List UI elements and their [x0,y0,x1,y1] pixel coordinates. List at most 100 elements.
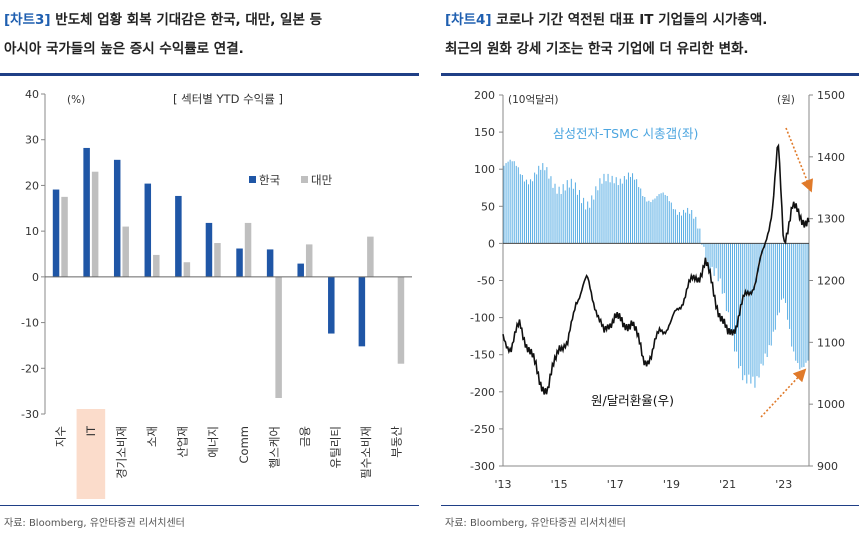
right-tick-label: 1200 [817,275,845,288]
gap-bar [581,203,583,244]
gap-bar [599,178,601,244]
gap-bar [550,176,552,244]
right-tick-label: 1400 [817,151,845,164]
gap-bar [519,174,521,244]
gap-bar [613,183,615,244]
left-caption-line2: 아시아 국가들의 높은 증시 수익률로 연결. [4,41,244,57]
gap-bar [803,243,805,367]
gap-bar [711,243,713,267]
gap-bar [560,194,562,244]
gap-bar [642,196,644,244]
category-label: Comm [237,426,251,463]
gap-bar [807,243,809,361]
gap-bar [697,228,699,244]
left-tick-label: 150 [474,126,495,139]
bar-taiwan-5 [214,243,221,277]
left-tick-label: -150 [470,349,495,362]
gap-bar [793,243,795,352]
gap-bar [583,197,585,244]
gap-bar [797,243,799,364]
gap-bar [734,243,736,352]
left-caption-line1: 반도체 업황 회복 기대감은 한국, 대만, 일본 등 [50,12,322,28]
gap-bar [658,194,660,244]
gap-bar [574,182,576,244]
gap-bar [772,243,774,332]
x-tick-label: '15 [551,478,568,491]
x-tick-label: '19 [663,478,680,491]
gap-bar [742,243,744,381]
bar-taiwan-10 [367,236,374,277]
gap-bar [615,177,617,244]
y-tick-label: -20 [21,362,39,375]
gap-bar [707,243,709,263]
gap-bar [782,243,785,299]
sector-ytd-bar-chart: 40 30 20 10 0 -10 -20 -30 (%) [ 섹터별 YTD 수익률 ] 지수 IT… [21,88,412,499]
gap-bar [664,194,666,244]
gap-bar [515,165,517,244]
right-bottom-rule [441,505,859,506]
right-caption-line1: 코로나 기간 역전된 대표 IT 기업들의 시가총액. [491,12,768,28]
right-tick-label: 1300 [817,213,845,226]
left-tick-label: 50 [481,200,495,213]
y-tick-label: 30 [25,134,39,147]
gap-bar [778,243,780,313]
gap-bar [758,243,760,378]
gap-bar [509,159,511,244]
category-label: 지수 [53,426,67,447]
gap-bar [736,243,738,352]
right-chart-panel: [차트4] 코로나 기간 역전된 대표 IT 기업들의 시가총액. 최근의 원화… [441,0,863,534]
gap-bar [762,243,764,366]
gap-bar [585,209,587,244]
gap-bar [648,200,650,244]
left-tick-label: -250 [470,423,495,436]
trend-arrow-up [760,368,807,418]
right-tick-label: 1000 [817,398,845,411]
gap-bar [780,243,782,300]
gap-bars [503,159,809,388]
gap-bar [689,213,691,244]
gap-bar [662,192,664,244]
category-label: 부동산 [390,426,404,458]
gap-bar [587,201,589,244]
y-tick-label: -30 [21,408,39,421]
left-caption: [차트3] 반도체 업황 회복 기대감은 한국, 대만, 일본 등 아시아 국가… [4,6,414,64]
bar-taiwan-6 [244,222,252,277]
left-top-rule [0,73,419,76]
category-label: 금융 [298,426,312,447]
gap-bar [687,207,689,244]
gap-bar [517,167,519,244]
gap-bar [723,243,725,294]
gap-bar [660,193,662,244]
gap-bar [805,243,807,363]
gap-bar [646,201,648,244]
gap-bar [693,218,695,244]
category-label: 에너지 [206,426,220,458]
gap-bar [554,183,556,244]
gap-bar [703,243,705,247]
gap-bar [564,190,566,244]
gap-bar [770,243,772,346]
y-tick-label: 10 [25,225,39,238]
gap-bar [785,243,787,303]
category-label: 필수소비재 [359,426,373,479]
gap-bar [611,175,613,244]
gap-bar [760,243,762,364]
gap-bar [530,179,532,244]
gap-bar [632,173,634,244]
bar-taiwan-7 [275,276,282,398]
bar-taiwan-3 [153,254,160,277]
right-top-rule [441,73,859,76]
gap-bar [601,183,603,244]
gap-bar [503,165,505,244]
gap-bar [774,243,776,330]
gap-bar [672,209,674,244]
bar-korea-5 [205,222,213,277]
gap-bar [605,181,607,244]
gap-bar [548,178,550,244]
left-chart-panel: [차트3] 반도체 업황 회복 기대감은 한국, 대만, 일본 등 아시아 국가… [0,0,430,534]
gap-bar [680,215,683,244]
gap-bar [654,198,656,244]
gap-bar [552,187,554,244]
gap-bar [566,180,568,244]
left-tick-label: -200 [470,386,495,399]
